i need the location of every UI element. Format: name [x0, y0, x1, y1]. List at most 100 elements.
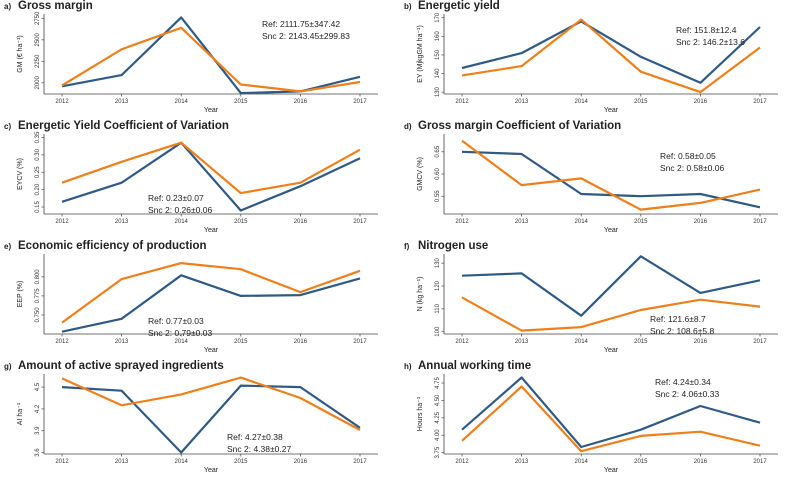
chart-svg: 2012 2013 2014 2015 2016 2017 3.6 3.9 4.2 4.5 Year… — [17, 374, 378, 474]
x-tick-label: 2013 — [115, 339, 129, 345]
panel-title: Economic efficiency of production — [18, 240, 207, 252]
stats-snc2: Snc 2: 108.6±5.8 — [650, 326, 715, 336]
x-tick-label: 2016 — [694, 459, 708, 465]
x-tick-label: 2015 — [634, 459, 648, 465]
x-tick-label: 2015 — [634, 339, 648, 345]
panel-letter: d) — [404, 122, 412, 131]
stats-annotation: Ref: 0.77±0.03 Snc 2: 0.79±0.03 — [148, 315, 212, 339]
x-tick-label: 2013 — [115, 99, 129, 105]
panel-letter: g) — [4, 362, 12, 371]
stats-ref: Ref: 2111.75±347.42 — [262, 19, 341, 29]
y-tick-label: 2750 — [35, 11, 41, 25]
x-tick-label: 2015 — [234, 459, 248, 465]
ref-series-line — [61, 274, 361, 333]
y-tick-label: 4.25 — [435, 411, 441, 423]
y-axis-title: N (kg ha⁻¹) — [417, 277, 424, 312]
y-tick-label: 4.00 — [435, 429, 441, 441]
x-tick-label: 2016 — [294, 339, 308, 345]
y-tick-label: 0.60 — [435, 168, 441, 180]
panel-title: Annual working time — [418, 360, 532, 372]
ref-series-line — [461, 20, 761, 84]
y-tick-label: 0.750 — [35, 307, 41, 323]
panel-title: Nitrogen use — [418, 240, 489, 252]
stats-ref: Ref: 4.27±0.38 — [227, 432, 283, 442]
x-tick-label: 2013 — [515, 99, 529, 105]
y-tick-label: 0.15 — [35, 201, 41, 213]
x-tick-label: 2012 — [455, 339, 469, 345]
stats-annotation: Ref: 2111.75±347.42 Snc 2: 2143.45±299.8… — [262, 18, 350, 42]
stats-snc2: Snc 2: 4.38±0.27 — [227, 444, 292, 454]
snc2-series-line — [61, 141, 361, 195]
x-tick-label: 2015 — [234, 99, 248, 105]
x-axis-title: Year — [604, 227, 619, 234]
y-axis-title: Hours ha⁻¹ — [417, 396, 424, 431]
x-tick-label: 2012 — [455, 219, 469, 225]
panel-letter: a) — [4, 2, 12, 11]
x-tick-label: 2013 — [515, 219, 529, 225]
x-tick-label: 2012 — [55, 339, 69, 345]
ref-series-line — [61, 141, 361, 212]
snc2-series-line — [461, 18, 761, 94]
y-tick-label: 2250 — [35, 54, 41, 68]
y-tick-label: 150 — [435, 49, 441, 60]
ref-series-line — [461, 376, 761, 449]
x-axis-title: Year — [204, 107, 219, 114]
y-tick-label: 2500 — [35, 32, 41, 46]
x-tick-label: 2017 — [753, 459, 767, 465]
y-axis-title: GM (€ ha⁻¹) — [17, 35, 24, 73]
stats-annotation: Ref: 121.6±8.7 Snc 2: 108.6±5.8 — [650, 313, 714, 337]
chart-panel-a: a) Gross margin 2012 2013 2014 2015 2016 2017… — [0, 0, 400, 120]
chart-panel-b: b) Energetic yield 2012 2013 2014 2015 2016 2… — [400, 0, 800, 120]
y-axis-title: GMCV (%) — [417, 157, 424, 191]
y-tick-label: 110 — [435, 303, 441, 313]
x-tick-label: 2014 — [575, 219, 589, 225]
x-tick-label: 2015 — [634, 99, 648, 105]
y-tick-label: 4.5 — [35, 382, 41, 391]
panel-letter: f) — [404, 242, 410, 251]
stats-ref: Ref: 0.77±0.03 — [148, 316, 204, 326]
chart-panel-h: h) Annual working time 2012 2013 2014 2015 2… — [400, 360, 800, 480]
snc2-series-line — [461, 385, 761, 453]
stats-ref: Ref: 4.24±0.34 — [655, 377, 711, 387]
chart-svg: 2012 2013 2014 2015 2016 2017 0.55 0.60 0.65 Year… — [417, 134, 778, 234]
x-axis-title: Year — [604, 467, 619, 474]
y-tick-label: 170 — [435, 12, 441, 23]
y-tick-label: 4.2 — [35, 404, 41, 413]
y-tick-label: 130 — [435, 257, 441, 268]
stats-snc2: Snc 2: 4.06±0.33 — [655, 389, 720, 399]
chart-panel-g: g) Amount of active sprayed ingredients … — [0, 360, 400, 480]
y-tick-label: 0.30 — [35, 148, 41, 160]
y-axis-title: EEP (%) — [17, 281, 24, 308]
y-tick-label: 100 — [435, 326, 441, 337]
x-tick-label: 2012 — [55, 219, 69, 225]
stats-ref: Ref: 121.6±8.7 — [650, 314, 706, 324]
x-axis-title: Year — [604, 107, 619, 114]
x-axis-title: Year — [204, 467, 219, 474]
ref-series-line — [461, 255, 761, 317]
x-tick-label: 2013 — [115, 219, 129, 225]
snc2-series-line — [61, 26, 361, 93]
y-axis-title: AI ha⁻¹ — [17, 402, 24, 425]
chart-svg: 2012 2013 2014 2015 2016 2017 3.75 4.00 4.25 4.50… — [417, 374, 778, 474]
chart-panel-e: e) Economic efficiency of production 201… — [0, 240, 400, 360]
y-tick-label: 120 — [435, 280, 441, 291]
y-axis-title: EYCV (%) — [17, 158, 24, 190]
x-tick-label: 2017 — [353, 99, 367, 105]
x-tick-label: 2014 — [175, 219, 189, 225]
x-tick-label: 2012 — [55, 99, 69, 105]
x-tick-label: 2012 — [55, 459, 69, 465]
x-tick-label: 2016 — [694, 219, 708, 225]
x-tick-label: 2014 — [575, 339, 589, 345]
x-tick-label: 2017 — [753, 339, 767, 345]
y-tick-label: 0.25 — [35, 166, 41, 178]
stats-ref: Ref: 0.23±0.07 — [148, 193, 204, 203]
x-tick-label: 2015 — [234, 339, 248, 345]
chart-svg: 2012 2013 2014 2015 2016 2017 0.750 0.775 0.800 Y… — [17, 254, 378, 354]
panel-letter: e) — [4, 242, 12, 251]
panel-letter: c) — [4, 122, 12, 131]
stats-annotation: Ref: 4.27±0.38 Snc 2: 4.38±0.27 — [227, 431, 291, 455]
panel-letter: b) — [404, 2, 412, 11]
x-tick-label: 2016 — [694, 339, 708, 345]
y-tick-label: 160 — [435, 31, 441, 42]
stats-annotation: Ref: 0.23±0.07 Snc 2: 0.26±0.06 — [148, 192, 212, 216]
